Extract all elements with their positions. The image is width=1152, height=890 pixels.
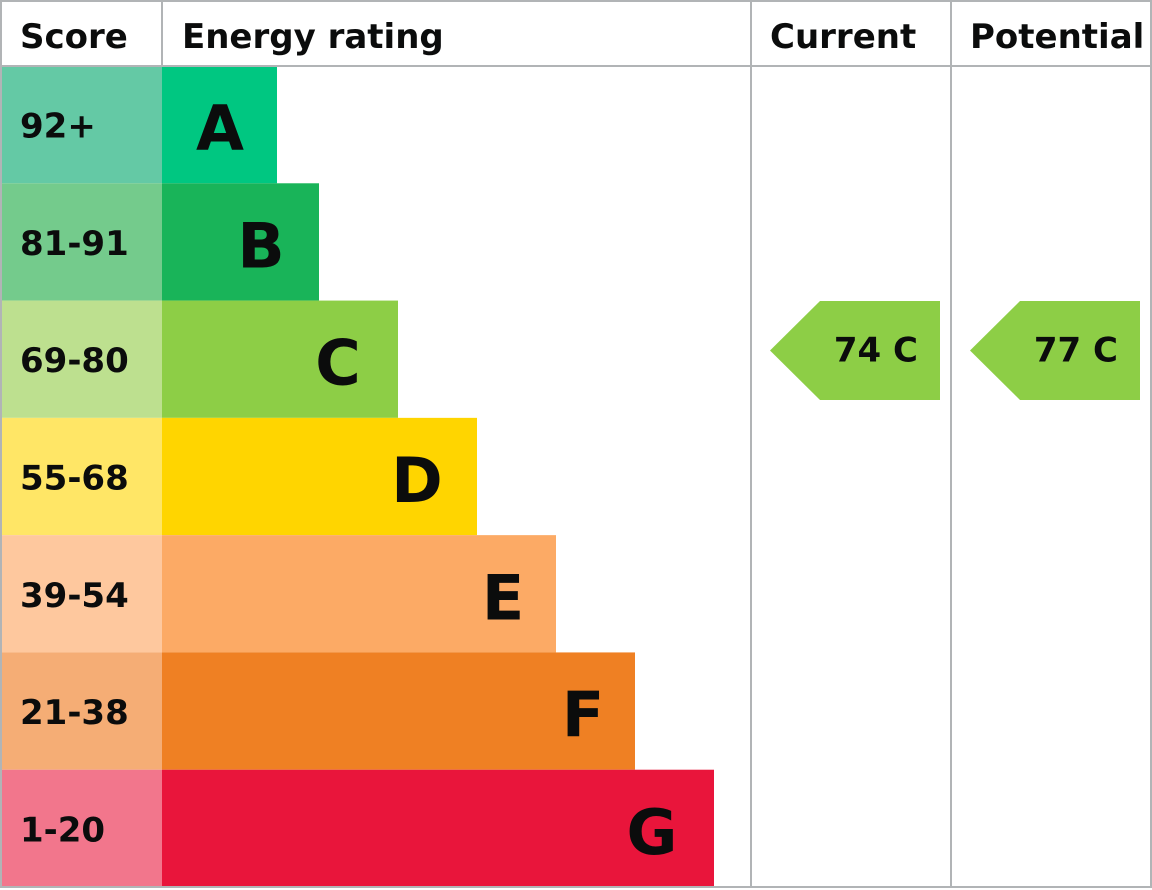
rating-bar [162, 300, 398, 418]
score-cell [0, 183, 162, 301]
rating-bar [162, 66, 277, 184]
rating-bar [162, 183, 319, 301]
rating-bar [162, 417, 477, 536]
current-arrow [770, 301, 940, 400]
score-label: 21-38 [20, 693, 129, 733]
rating-bar [162, 535, 556, 653]
score-cell [0, 417, 162, 536]
band-letter: F [562, 679, 604, 752]
score-label: 55-68 [20, 459, 129, 499]
score-cell [0, 652, 162, 770]
band-letter: B [237, 209, 284, 282]
header-potential: Potential [970, 17, 1144, 57]
rating-bar [162, 652, 635, 770]
header-energy-rating: Energy rating [182, 17, 444, 57]
score-cell [0, 300, 162, 418]
score-cell [0, 535, 162, 653]
score-cell [0, 769, 162, 887]
score-label: 1-20 [20, 810, 105, 850]
band-letter: D [391, 444, 442, 517]
score-label: 92+ [20, 107, 96, 147]
score-cell [0, 66, 162, 184]
rating-bar [162, 769, 714, 887]
band-letter: A [196, 92, 244, 165]
band-letter: G [627, 796, 678, 869]
header-score: Score [20, 17, 128, 57]
score-label: 69-80 [20, 341, 129, 381]
score-label: 81-91 [20, 224, 129, 264]
band-letter: E [482, 561, 524, 634]
potential-arrow [970, 301, 1140, 400]
header-current: Current [770, 17, 916, 57]
band-letter: C [315, 327, 361, 400]
score-label: 39-54 [20, 576, 129, 616]
potential-rating: 77 C [1034, 331, 1118, 371]
current-rating: 74 C [834, 331, 918, 371]
